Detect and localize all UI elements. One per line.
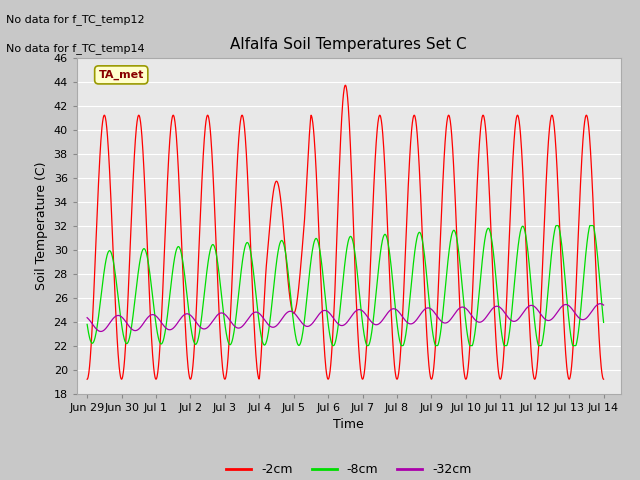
X-axis label: Time: Time [333, 418, 364, 431]
Text: TA_met: TA_met [99, 70, 144, 80]
Legend: -2cm, -8cm, -32cm: -2cm, -8cm, -32cm [221, 458, 476, 480]
Text: No data for f_TC_temp14: No data for f_TC_temp14 [6, 43, 145, 54]
Y-axis label: Soil Temperature (C): Soil Temperature (C) [35, 161, 48, 290]
Text: No data for f_TC_temp12: No data for f_TC_temp12 [6, 14, 145, 25]
Title: Alfalfa Soil Temperatures Set C: Alfalfa Soil Temperatures Set C [230, 37, 467, 52]
